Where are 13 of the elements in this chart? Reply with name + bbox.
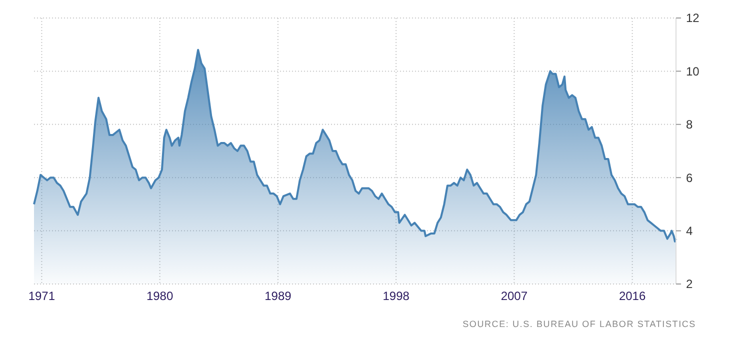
x-tick-label: 1998 <box>382 289 410 303</box>
y-tick-label: 4 <box>686 224 693 238</box>
y-tick-label: 8 <box>686 118 693 132</box>
y-tick-label: 2 <box>686 277 693 292</box>
x-tick-label: 2007 <box>500 289 528 303</box>
x-tick-label: 2016 <box>618 289 646 303</box>
y-tick-label: 12 <box>686 11 700 26</box>
x-tick-label: 1971 <box>28 289 56 303</box>
x-tick-label: 1989 <box>264 289 292 303</box>
y-tick-label: 6 <box>686 170 693 185</box>
y-tick-label: 10 <box>686 64 700 78</box>
x-tick-label: 1980 <box>146 289 174 303</box>
source-note: SOURCE: U.S. BUREAU OF LABOR STATISTICS <box>462 319 696 329</box>
